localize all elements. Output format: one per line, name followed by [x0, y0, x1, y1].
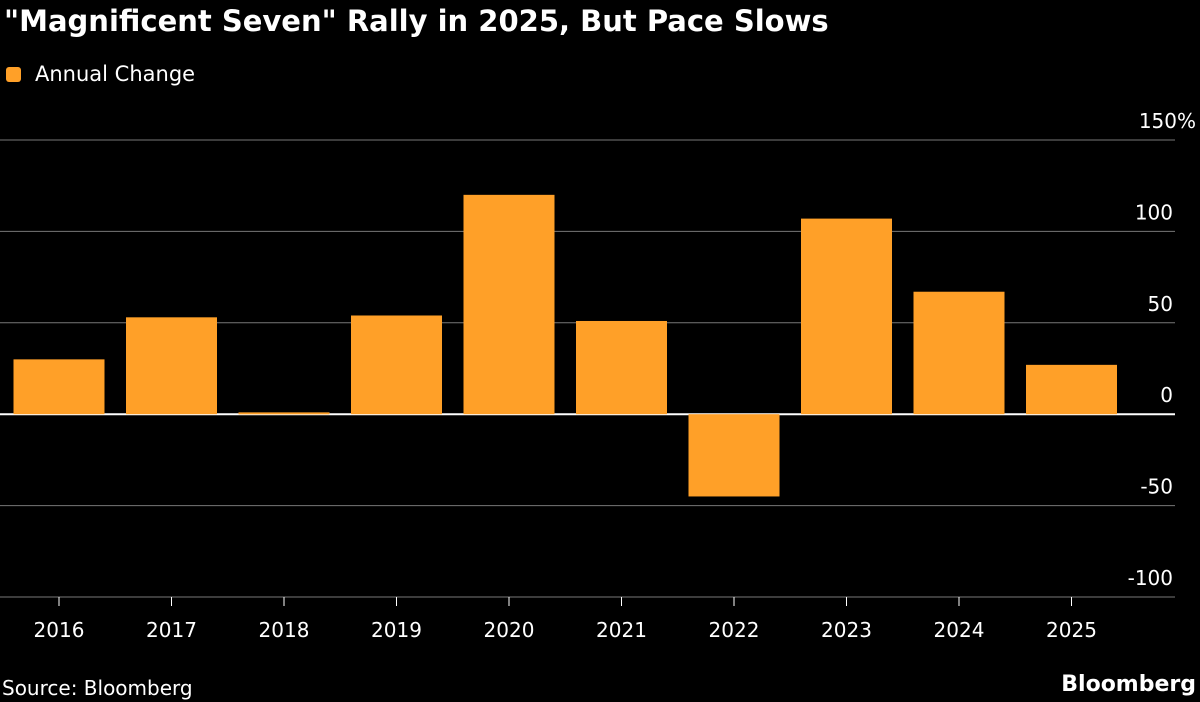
y-tick-label: 100: [1135, 200, 1173, 224]
x-tick-label: 2024: [934, 618, 985, 642]
x-tick-label: 2017: [146, 618, 197, 642]
bar-2018: [238, 412, 330, 415]
bar-2025: [1026, 364, 1117, 415]
bar-2017: [126, 317, 217, 415]
bar-2016: [13, 359, 105, 415]
x-tick-label: 2018: [259, 618, 310, 642]
legend-label: Annual Change: [35, 62, 196, 86]
bar-2023: [801, 218, 892, 415]
y-tick-label: -50: [1140, 475, 1173, 499]
legend: Annual Change: [6, 62, 195, 86]
bar-2021: [576, 320, 667, 415]
x-tick-label: 2023: [821, 618, 872, 642]
chart-title: "Magnificent Seven" Rally in 2025, But P…: [4, 4, 829, 38]
bar-2022: [688, 414, 780, 497]
y-tick-label: 150%: [1139, 109, 1196, 133]
source-note: Source: Bloomberg: [2, 676, 193, 700]
bar-2020: [463, 194, 555, 415]
x-tick-label: 2025: [1046, 618, 1097, 642]
x-tick-label: 2020: [484, 618, 535, 642]
x-tick-label: 2022: [709, 618, 760, 642]
legend-swatch: [6, 66, 21, 82]
bloomberg-logo: Bloomberg: [1061, 672, 1196, 697]
x-tick-label: 2021: [596, 618, 647, 642]
bar-2024: [913, 291, 1005, 415]
x-tick-label: 2019: [371, 618, 422, 642]
y-tick-label: 0: [1160, 383, 1173, 407]
y-tick-label: 50: [1148, 292, 1173, 316]
bar-2019: [351, 315, 442, 415]
x-tick-label: 2016: [34, 618, 85, 642]
y-tick-label: -100: [1128, 566, 1173, 590]
